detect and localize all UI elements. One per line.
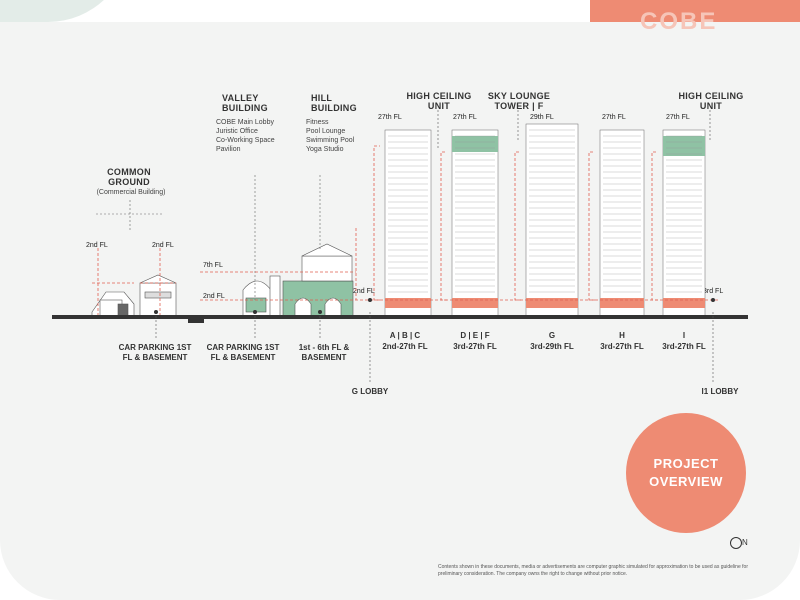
tower-name: D | E | F	[460, 331, 490, 340]
corner-brand-text: COBE	[640, 8, 718, 35]
i-lobby-label: I1 LOBBY	[701, 387, 739, 396]
hill-amenity: Fitness	[306, 119, 329, 126]
tower-h	[599, 129, 645, 317]
floor-mark-2nd-left: 2nd FL	[203, 293, 225, 300]
floor-mark-7th: 7th FL	[203, 262, 223, 269]
floor-mark-3rd-right: 3rd FL	[703, 288, 724, 295]
corner-decoration-right	[590, 0, 800, 22]
floor-mark-cg-right: 2nd FL	[152, 242, 174, 249]
tower-name: G	[548, 331, 556, 340]
hill-amenity-list: Fitness Pool Lounge Swimming Pool Yoga S…	[306, 118, 354, 154]
tower-name: A | B | C	[389, 331, 421, 340]
project-overview-badge: PROJECT OVERVIEW	[626, 413, 746, 533]
tower-i	[662, 129, 706, 317]
tower-name: H	[619, 331, 625, 340]
high-ceiling-label-1: HIGH CEILING UNIT	[406, 91, 472, 112]
hill-floors-label: 1st - 6th FL & BASEMENT	[298, 343, 350, 362]
tower-floors: 3rd-27th FL	[662, 342, 706, 351]
valley-hill-dashed-frame	[200, 228, 360, 301]
valley-amenity: Co-Working Space	[216, 137, 275, 145]
ground-step	[188, 315, 204, 323]
disclaimer-text: Contents shown in these documents, media…	[438, 564, 748, 577]
valley-building-title: VALLEY BUILDING	[222, 93, 268, 114]
tower-floor-lines	[388, 129, 702, 293]
floor-mark-cg-left: 2nd FL	[86, 242, 108, 249]
common-ground-subtitle: (Commercial Building)	[96, 189, 166, 196]
sky-lounge-label: SKY LOUNGE TOWER | F	[487, 91, 551, 112]
tower-name: I	[682, 331, 686, 340]
hill-amenity: Swimming Pool	[306, 137, 355, 145]
tower-abc	[384, 129, 432, 317]
hill-amenity: Pool Lounge	[306, 128, 346, 136]
common-ground-building	[91, 274, 177, 317]
tower-dashed-brackets	[360, 145, 720, 301]
compass-icon	[730, 537, 742, 549]
g-lobby-label: G LOBBY	[351, 387, 389, 396]
tower-top-floor: 27th FL	[378, 114, 402, 121]
project-overview-text: PROJECT OVERVIEW	[649, 455, 723, 489]
floor-mark-2nd-mid: 2nd FL	[353, 288, 375, 295]
valley-amenity: Juristic Office	[216, 128, 258, 136]
tower-top-floor: 29th FL	[530, 114, 554, 121]
ground-line	[52, 315, 748, 319]
tower-floors: 3rd-27th FL	[600, 342, 644, 351]
high-ceiling-label-2: HIGH CEILING UNIT	[678, 91, 744, 112]
tower-def	[451, 129, 499, 317]
hill-building	[282, 243, 354, 317]
tower-floors: 2nd-27th FL	[382, 342, 428, 351]
cg-dashed-guides	[92, 248, 176, 316]
tower-top-floor: 27th FL	[666, 114, 690, 121]
tower-top-floor: 27th FL	[453, 114, 477, 121]
hill-amenity: Yoga Studio	[306, 146, 344, 154]
leader-lines	[155, 110, 714, 384]
car-parking-label-1: CAR PARKING 1ST FL & BASEMENT	[118, 343, 192, 362]
car-parking-label-2: CAR PARKING 1ST FL & BASEMENT	[206, 343, 280, 362]
valley-amenity-list: COBE Main Lobby Juristic Office Co-Worki…	[216, 118, 275, 154]
leader-dots	[154, 298, 715, 314]
tower-floors: 3rd-29th FL	[530, 342, 574, 351]
hill-building-title: HILL BUILDING	[311, 93, 357, 114]
valley-amenity: COBE Main Lobby	[216, 119, 274, 126]
valley-amenity: Pavilion	[216, 146, 241, 154]
tower-top-floor: 27th FL	[602, 114, 626, 121]
tower-floors: 3rd-27th FL	[453, 342, 497, 351]
compass-label: N	[742, 538, 748, 547]
valley-building	[242, 275, 281, 317]
common-ground-title: COMMON GROUND	[107, 167, 151, 188]
